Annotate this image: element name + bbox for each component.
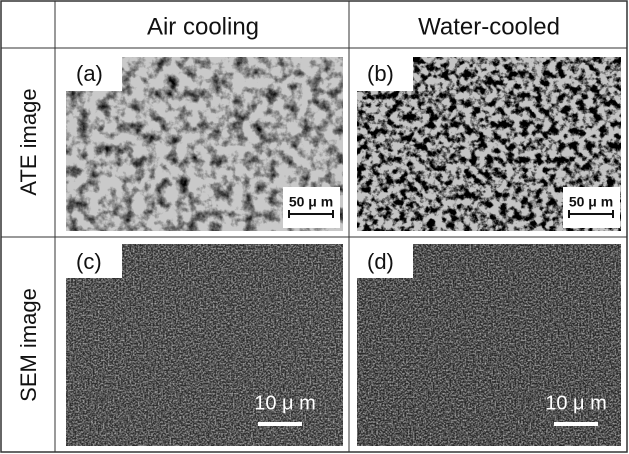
micrograph: (d) 10 μ m — [357, 244, 621, 446]
scale-label: 50 μ m — [289, 194, 333, 210]
panel-label: (d) — [367, 249, 394, 274]
panel-label: (b) — [367, 61, 394, 86]
micrograph: (a) 50 μ m — [66, 57, 343, 231]
micrograph: (b) 50 μ m — [357, 57, 621, 231]
row-header: SEM image — [16, 288, 41, 402]
panel-label: (a) — [76, 61, 103, 86]
scale-label: 10 μ m — [545, 392, 607, 414]
column-header: Air cooling — [147, 13, 259, 40]
scale-label: 50 μ m — [569, 194, 613, 210]
scale-label: 10 μ m — [254, 392, 316, 414]
micrograph: (c) 10 μ m — [66, 244, 343, 446]
row-header: ATE image — [16, 88, 41, 195]
column-header: Water-cooled — [418, 13, 560, 40]
panel-label: (c) — [76, 249, 102, 274]
figure: Air cooling Water-cooled ATE image SEM i… — [0, 0, 629, 454]
